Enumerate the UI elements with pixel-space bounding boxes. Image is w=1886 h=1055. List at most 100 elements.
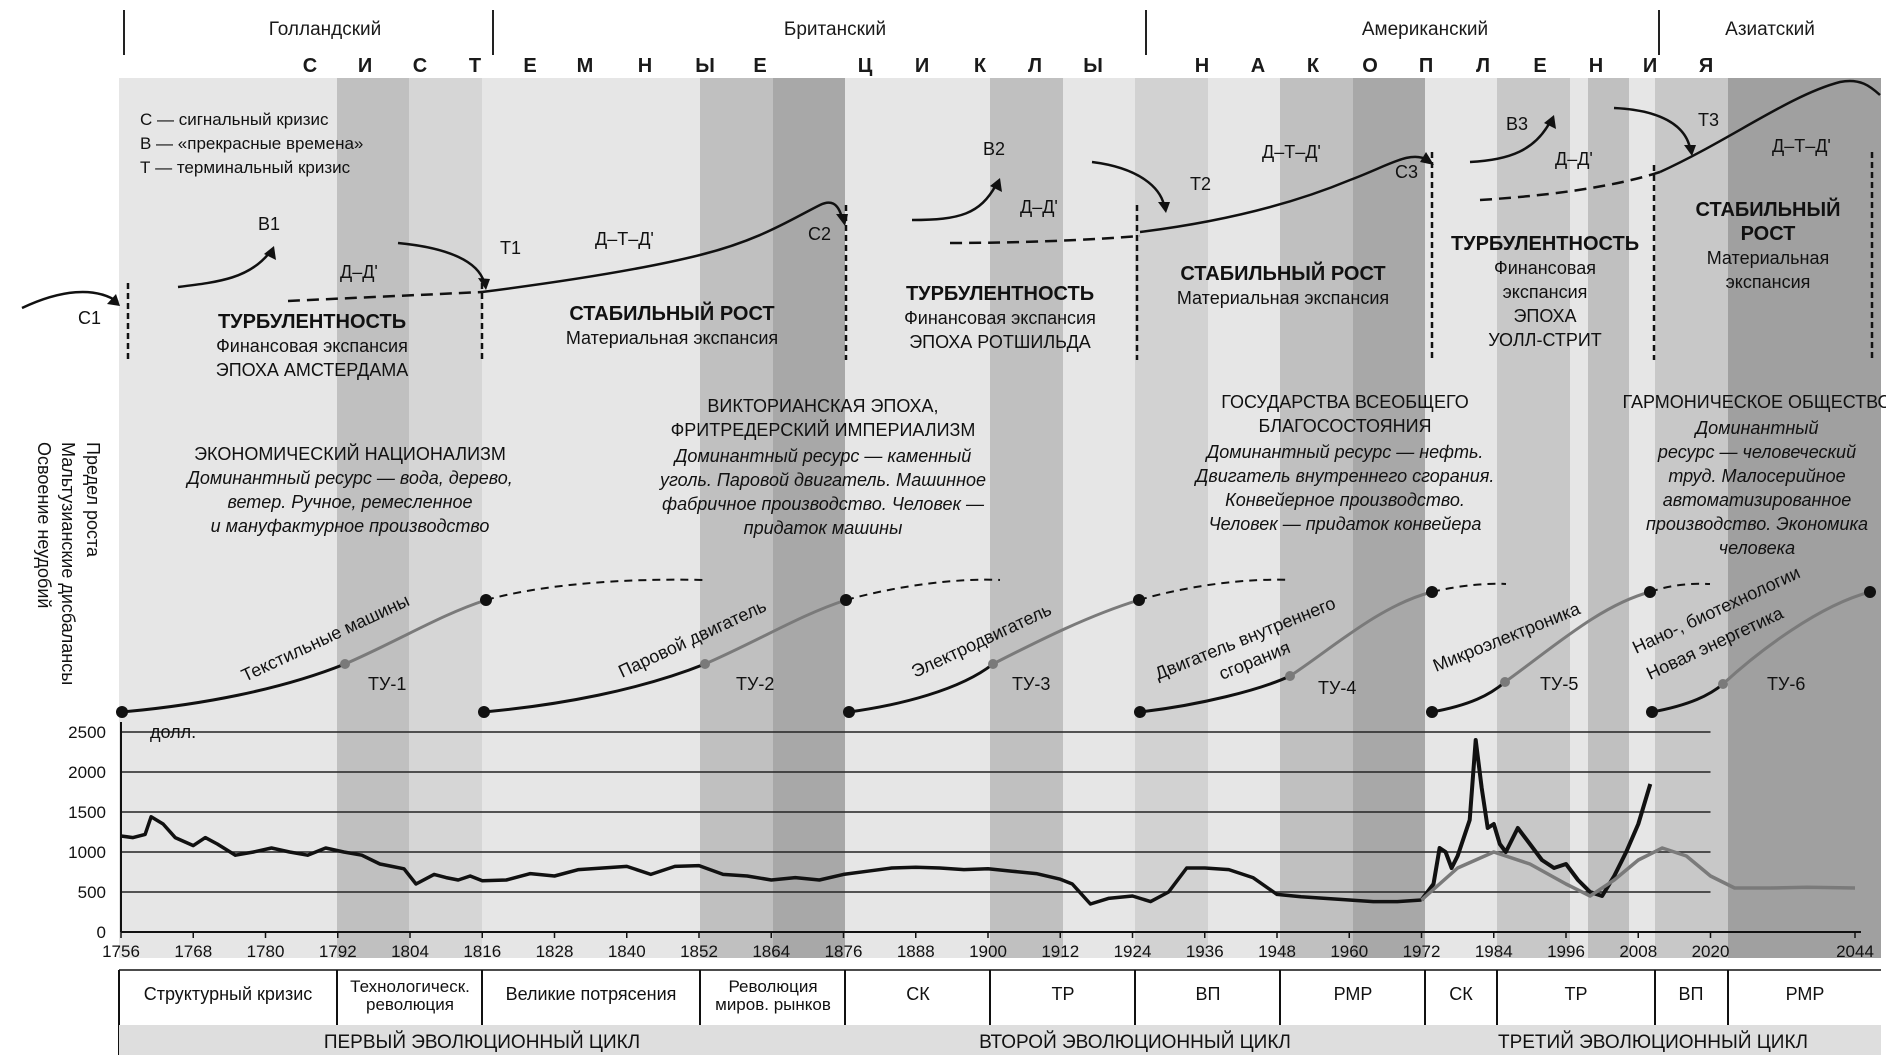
epoch-line: ресурс — человеческий <box>1657 442 1856 462</box>
banner-letter: И <box>358 55 372 77</box>
accumulation-curves <box>21 79 1881 360</box>
phase-title: РОСТ <box>1741 223 1796 245</box>
phase-subtitle: Финансовая экспансия <box>904 308 1096 328</box>
banner-letter: К <box>1307 55 1320 77</box>
legend-item: В — «прекрасные времена» <box>140 134 363 153</box>
epoch-title: ФРИТРЕДЕРСКИЙ ИМПЕРИАЛИЗМ <box>671 419 976 440</box>
series-line <box>1420 846 1856 902</box>
banner-letter: С <box>413 55 427 77</box>
capital-formulas: Д–Д' Д–Т–Д' Д–Д' Д–Т–Д' Д–Д' Д–Т–Д' <box>340 136 1831 282</box>
epoch-title: БЛАГОСОСТОЯНИЯ <box>1258 416 1431 436</box>
phase-title: СТАБИЛЬНЫЙ РОСТ <box>1180 261 1385 285</box>
tech-label: ТУ-3 <box>1012 674 1050 694</box>
y-tick-label: 2500 <box>68 723 106 742</box>
epoch-line: Двигатель внутреннего сгорания. <box>1194 466 1495 486</box>
x-tick-label: 1804 <box>391 942 429 961</box>
banner-letter: Л <box>1476 55 1490 77</box>
tech-label: ТУ-2 <box>736 674 774 694</box>
banner-letter: С <box>303 55 317 77</box>
series-line <box>120 815 1422 906</box>
phase-subtitle: Финансовая экспансия <box>216 336 408 356</box>
point-label: Т2 <box>1190 174 1211 194</box>
phase-cell: ТР <box>1564 984 1587 1004</box>
epoch-descriptions: ЭКОНОМИЧЕСКИЙ НАЦИОНАЛИЗМ Доминантный ре… <box>185 392 1886 558</box>
side-label: Освоение неудобий <box>34 442 54 608</box>
phase-cell: РМР <box>1334 984 1373 1004</box>
y-axis-ticks: 0 500 1000 1500 2000 2500 <box>68 723 106 942</box>
x-tick-label: 1912 <box>1041 942 1079 961</box>
x-tick-label: 1816 <box>463 942 501 961</box>
formula: Д–Т–Д' <box>595 229 654 249</box>
evolutionary-cycles: ПЕРВЫЙ ЭВОЛЮЦИОННЫЙ ЦИКЛ ВТОРОЙ ЭВОЛЮЦИО… <box>119 1025 1881 1055</box>
phase-subtitle: Материальная <box>1707 248 1830 268</box>
x-tick-label: 1948 <box>1258 942 1296 961</box>
series-line <box>1419 738 1653 902</box>
epoch-title: ЭКОНОМИЧЕСКИЙ НАЦИОНАЛИЗМ <box>194 443 506 464</box>
banner-letter: Ц <box>858 55 873 77</box>
formula: Д–Т–Д' <box>1262 142 1321 162</box>
point-label: Т3 <box>1698 110 1719 130</box>
phase-cell: Великие потрясения <box>506 984 677 1004</box>
phase-subtitle: Материальная экспансия <box>1177 288 1389 308</box>
hegemony-label: Голландский <box>269 19 382 40</box>
y-tick-label: 0 <box>97 923 106 942</box>
side-label: Предел роста <box>83 442 103 558</box>
phase-cell: СК <box>1449 984 1473 1004</box>
phase-cell: ВП <box>1679 984 1704 1004</box>
epoch-line: придаток машины <box>744 518 903 538</box>
hegemony-label: Британский <box>784 19 886 40</box>
y-tick-label: 500 <box>78 883 106 902</box>
phase-subtitle: ЭПОХА АМСТЕРДАМА <box>216 360 408 380</box>
x-tick-label: 2008 <box>1619 942 1657 961</box>
phase-title: ТУРБУЛЕНТНОСТЬ <box>1451 233 1639 255</box>
epoch-line: Доминантный ресурс — каменный <box>673 446 972 466</box>
bottom-phase-row: Структурный кризис Технологическ. револю… <box>118 969 1881 1055</box>
phase-subtitle: экспансия <box>1726 272 1811 292</box>
x-tick-label: 2020 <box>1692 942 1730 961</box>
epoch-line: Доминантный ресурс — вода, дерево, <box>185 468 513 488</box>
epoch-title: ГАРМОНИЧЕСКОЕ ОБЩЕСТВО <box>1622 392 1886 412</box>
phase-title: ТУРБУЛЕНТНОСТЬ <box>218 311 406 333</box>
legend: С — сигнальный кризис В — «прекрасные вр… <box>140 110 363 177</box>
banner-letter: Я <box>1699 55 1713 77</box>
epoch-line: и мануфактурное производство <box>211 516 490 536</box>
banner-letter: Ы <box>1083 55 1103 77</box>
phase-cell: миров. рынков <box>715 995 831 1014</box>
x-tick-label: 1852 <box>680 942 718 961</box>
phase-cell: Структурный кризис <box>144 984 313 1004</box>
hegemony-header: Голландский Британский Американский Азиа… <box>123 10 1815 55</box>
point-label: С2 <box>808 224 831 244</box>
banner-letter: Т <box>469 55 481 77</box>
x-tick-label: 1840 <box>608 942 646 961</box>
unit-label: долл. <box>150 722 196 742</box>
x-tick-label: 1792 <box>319 942 357 961</box>
side-label: Мальтузианские дисбалансы <box>58 442 78 685</box>
phase-subtitle: ЭПОХА РОТШИЛЬДА <box>909 332 1091 352</box>
x-tick-label: 1972 <box>1403 942 1441 961</box>
legend-item: С — сигнальный кризис <box>140 110 329 129</box>
banner-letter: Е <box>523 55 536 77</box>
phase-subtitle: экспансия <box>1503 282 1588 302</box>
hegemony-label: Азиатский <box>1725 19 1815 40</box>
phase-subtitle: Финансовая <box>1494 258 1596 278</box>
phase-title: СТАБИЛЬНЫЙ РОСТ <box>569 301 774 325</box>
x-tick-label: 1900 <box>969 942 1007 961</box>
formula: Д–Д' <box>340 262 378 282</box>
epoch-line: Конвейерное производство. <box>1225 490 1465 510</box>
tech-label: ТУ-4 <box>1318 678 1356 698</box>
point-label: В2 <box>983 139 1005 159</box>
epoch-line: человека <box>1719 538 1795 558</box>
phase-cell: Технологическ. <box>350 977 470 996</box>
x-tick-label: 1780 <box>247 942 285 961</box>
hegemony-label: Американский <box>1362 19 1488 40</box>
epoch-line: Доминантный <box>1693 418 1818 438</box>
x-tick-label: 1960 <box>1330 942 1368 961</box>
x-axis-ticks: 1756 1768 1780 1792 1804 1816 1828 1840 1852 1864… <box>102 932 1874 961</box>
epoch-line: ветер. Ручное, ремесленное <box>227 492 472 512</box>
phase-title: ТУРБУЛЕНТНОСТЬ <box>906 283 1094 305</box>
series-lines <box>120 738 1856 906</box>
y-tick-label: 1000 <box>68 843 106 862</box>
formula: Д–Т–Д' <box>1772 136 1831 156</box>
banner-letter: О <box>1362 55 1378 77</box>
banner-letter: П <box>1419 55 1433 77</box>
